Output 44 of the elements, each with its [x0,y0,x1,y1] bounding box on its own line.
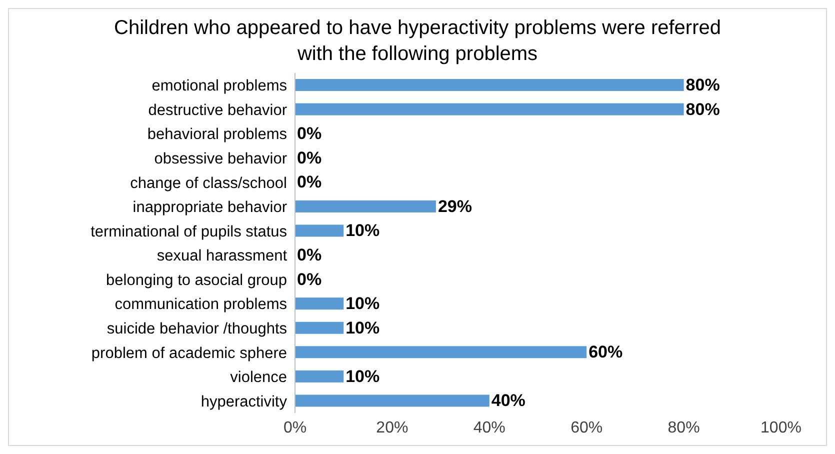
y-tick-label: belonging to asocial group [106,272,287,289]
y-tick-label: communication problems [114,296,288,314]
y-tick-label: obsessive behavior [154,150,287,168]
y-tick-label: emotional problems [152,78,288,95]
x-tick-label: 0% [283,419,307,436]
chart-title: Children who appeared to have hyperactivity problems were referred with the following problems [113,16,722,67]
y-tick-label: problem of academic sphere [91,344,287,362]
data-label: 0% [297,270,322,289]
x-tick-label: 60% [570,419,603,436]
bar [295,224,344,237]
data-label: 0% [297,124,322,144]
data-label: 10% [346,294,380,314]
y-tick-label: change of class/school [130,174,287,192]
bar [295,346,587,358]
bar [295,103,684,116]
y-tick-label: terminational of pupils status [90,223,288,240]
data-label: 0% [297,246,322,264]
data-label: 29% [438,196,472,216]
y-tick-label: hyperactivity [200,393,288,410]
data-label: 80% [686,76,720,94]
y-tick-label: behavioral problems [147,126,288,144]
y-tick-label: destructive behavior [148,102,287,119]
bar [295,322,344,334]
bar [295,79,684,91]
y-tick-label: inappropriate behavior [132,199,287,216]
y-tick-label: sexual harassment [156,248,288,265]
x-tick-label: 40% [473,419,506,436]
data-label: 10% [346,366,380,386]
x-tick-label: 80% [668,419,700,436]
data-label: 10% [346,221,380,240]
bar [295,370,344,382]
data-label: 80% [686,100,720,119]
y-tick-label: violence [230,369,287,386]
x-tick-label: 100% [760,419,802,436]
y-tick-label: suicide behavior /thoughts [106,320,288,338]
data-label: 0% [297,148,322,168]
data-label: 10% [346,318,380,338]
bar [295,394,490,407]
bar [295,200,436,212]
data-label: 40% [491,391,526,410]
data-label: 60% [588,342,623,362]
x-tick-label: 20% [376,419,408,436]
data-label: 0% [297,172,322,192]
bar [295,298,344,310]
